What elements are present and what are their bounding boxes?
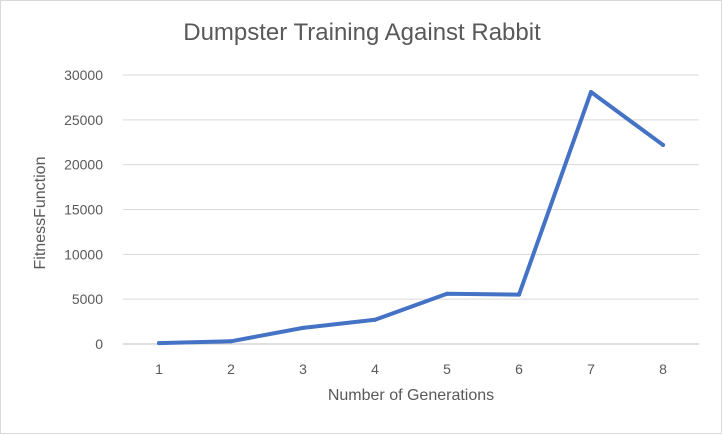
x-tick-label: 6	[515, 361, 523, 377]
y-tick-label: 15000	[64, 202, 103, 218]
data-point	[157, 341, 161, 346]
y-tick-label: 20000	[64, 157, 103, 173]
data-point	[301, 325, 305, 330]
data-point	[517, 292, 521, 297]
data-point	[373, 317, 377, 322]
x-tick-label: 1	[155, 361, 163, 377]
data-point	[445, 291, 449, 296]
x-tick-label: 3	[299, 361, 307, 377]
data-point	[229, 339, 233, 344]
x-tick-label: 2	[227, 361, 235, 377]
data-point	[661, 142, 665, 147]
y-tick-label: 30000	[64, 67, 103, 83]
x-tick-label: 7	[587, 361, 595, 377]
x-tick-label: 8	[659, 361, 667, 377]
y-tick-label: 0	[95, 336, 103, 352]
x-tick-label: 5	[443, 361, 451, 377]
series-line	[157, 90, 665, 346]
y-tick-label: 10000	[64, 246, 103, 262]
y-tick-label: 5000	[72, 291, 103, 307]
data-point	[589, 90, 593, 95]
x-tick-label: 4	[371, 361, 379, 377]
y-tick-label: 25000	[64, 112, 103, 128]
chart-title: Dumpster Training Against Rabbit	[183, 19, 541, 46]
x-axis-label: Number of Generations	[327, 387, 495, 404]
